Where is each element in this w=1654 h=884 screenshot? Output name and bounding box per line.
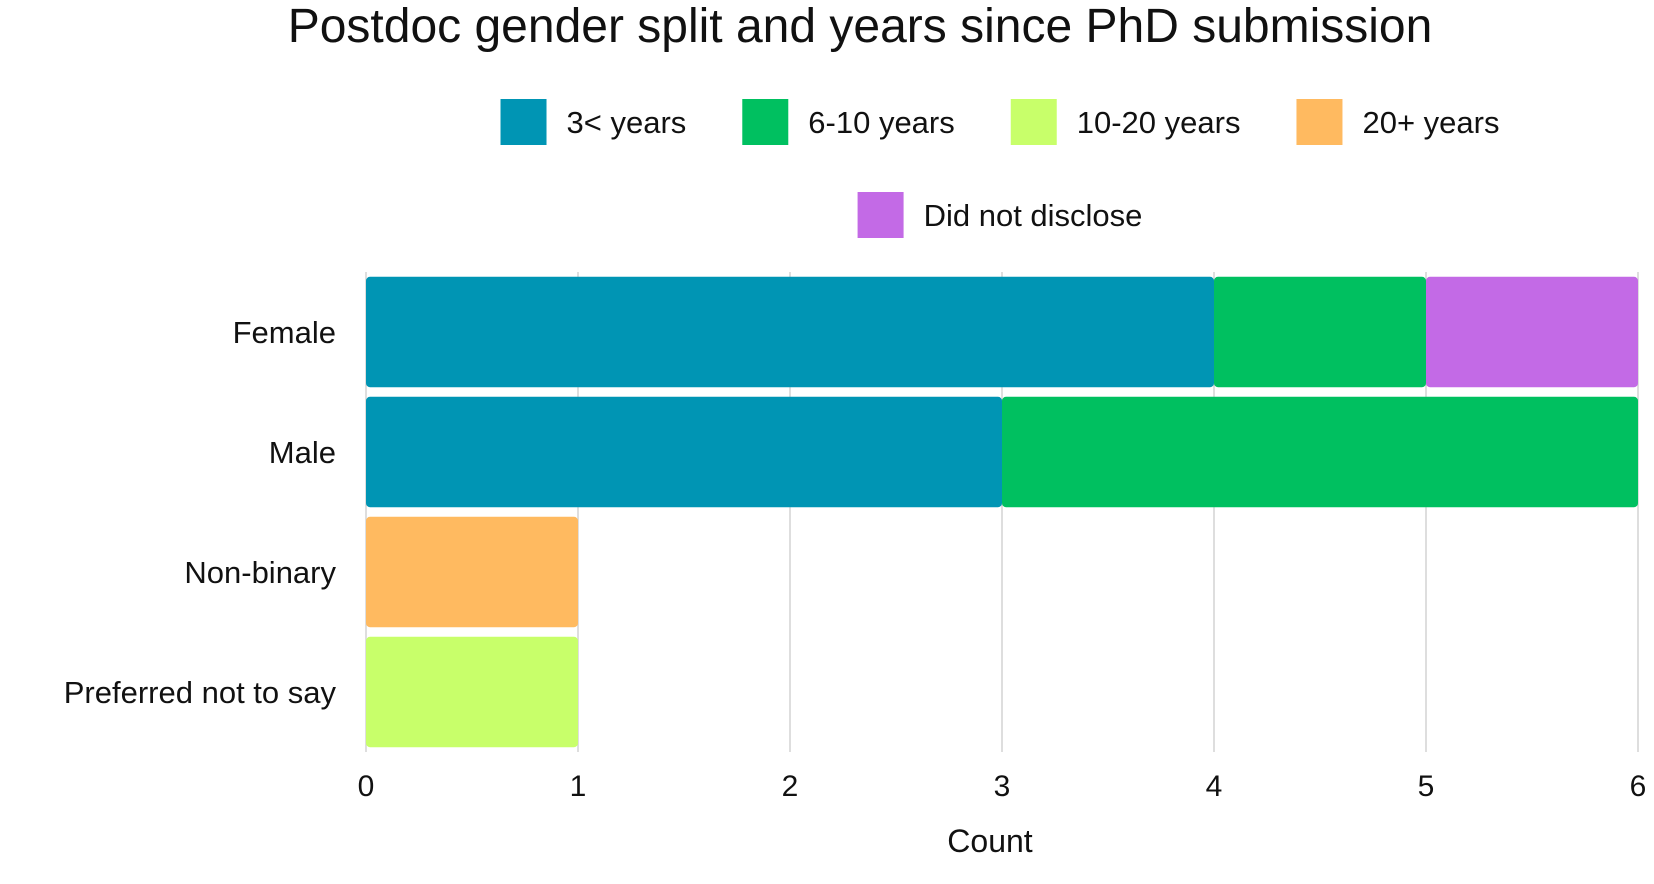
bar-female-did-not-disclose	[1426, 276, 1638, 388]
legend-label-10-20-years: 10-20 years	[1077, 105, 1241, 140]
legend-label-did-not-disclose: Did not disclose	[924, 198, 1143, 233]
x-tick-label-6: 6	[1630, 770, 1647, 803]
chart-title: Postdoc gender split and years since PhD…	[288, 0, 1433, 53]
x-tick-label-3: 3	[994, 770, 1011, 803]
bar-female-6-10-years	[1214, 276, 1426, 388]
bar-preferred-not-to-say-10-20-years	[366, 636, 578, 748]
legend-swatch-did-not-disclose	[857, 192, 904, 238]
axis-layer: 0 1 2 3 4 5 6 Female Male Non-binary Preferred not…	[64, 315, 1647, 803]
y-category-label-preferred-not-to-say: Preferred not to say	[64, 675, 337, 710]
legend-label-20-years: 20+ years	[1362, 105, 1499, 140]
x-tick-label-5: 5	[1418, 770, 1435, 803]
legend-swatch-6-10-years	[742, 99, 789, 145]
bar-male-6-10-years	[1002, 396, 1638, 508]
bar-female-3-years	[366, 276, 1214, 388]
legend-swatch-10-20-years	[1010, 99, 1057, 145]
bar-male-3-years	[366, 396, 1002, 508]
legend-label-6-10-years: 6-10 years	[808, 105, 954, 140]
legend-swatch-20-years	[1296, 99, 1343, 145]
y-category-label-female: Female	[233, 315, 336, 350]
x-tick-label-2: 2	[782, 770, 799, 803]
y-category-label-non-binary: Non-binary	[184, 555, 336, 590]
x-tick-label-4: 4	[1206, 770, 1223, 803]
legend-layer: 3< years 6-10 years 10-20 years 20+ years Di…	[500, 99, 1499, 238]
x-tick-label-1: 1	[570, 770, 587, 803]
x-axis-label: Count	[947, 823, 1033, 859]
bar-non-binary-20-years	[366, 516, 578, 628]
x-tick-label-0: 0	[358, 770, 375, 803]
bars-layer	[366, 276, 1638, 748]
y-category-label-male: Male	[269, 435, 336, 470]
legend-label-3-years: 3< years	[567, 105, 687, 140]
legend-swatch-3-years	[500, 99, 547, 145]
